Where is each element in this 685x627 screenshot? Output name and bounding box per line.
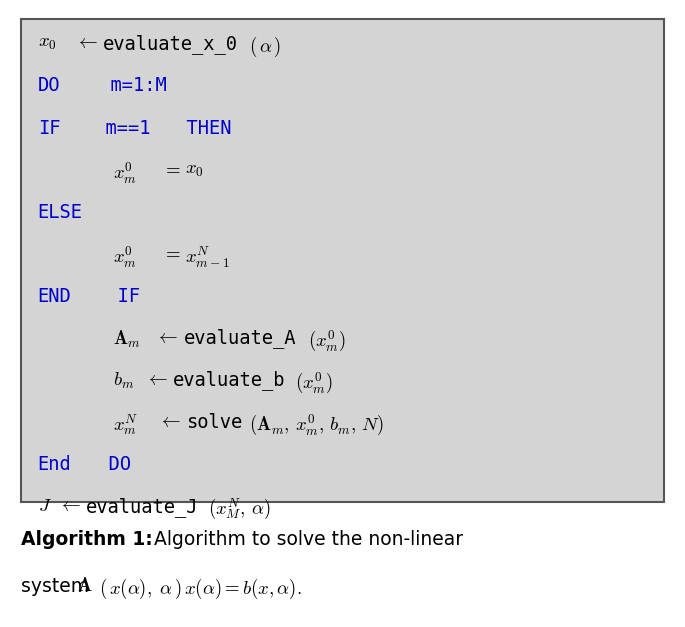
Text: $(x_m^0)$: $(x_m^0)$ bbox=[295, 371, 333, 396]
Text: IF: IF bbox=[95, 287, 140, 305]
Text: $(\,\alpha\,)$: $(\,\alpha\,)$ bbox=[249, 34, 281, 59]
Text: $(\mathbf{A}_m,\,x_m^0,\,b_m,\,N)$: $(\mathbf{A}_m,\,x_m^0,\,b_m,\,N)$ bbox=[249, 413, 384, 438]
Text: $\leftarrow$: $\leftarrow$ bbox=[58, 497, 82, 515]
FancyBboxPatch shape bbox=[21, 19, 664, 502]
Text: Algorithm 1:: Algorithm 1: bbox=[21, 530, 152, 549]
Text: $(x_m^0)$: $(x_m^0)$ bbox=[308, 329, 347, 354]
Text: evaluate_b: evaluate_b bbox=[173, 371, 285, 391]
Text: THEN: THEN bbox=[164, 119, 232, 137]
Text: $\mathbf{A}_m$: $\mathbf{A}_m$ bbox=[113, 329, 141, 350]
Text: Algorithm to solve the non-linear: Algorithm to solve the non-linear bbox=[154, 530, 463, 549]
Text: solve: solve bbox=[186, 413, 242, 431]
Text: $b_m$: $b_m$ bbox=[113, 371, 134, 391]
Text: m==1: m==1 bbox=[83, 119, 151, 137]
Text: DO: DO bbox=[38, 76, 60, 95]
Text: ELSE: ELSE bbox=[38, 203, 83, 221]
Text: $x_m^N$: $x_m^N$ bbox=[113, 413, 138, 438]
Text: $=$: $=$ bbox=[162, 245, 181, 263]
Text: IF: IF bbox=[38, 119, 60, 137]
Text: END: END bbox=[38, 287, 71, 305]
Text: evaluate_J: evaluate_J bbox=[86, 497, 198, 517]
Text: $\mathbf{A}$: $\mathbf{A}$ bbox=[77, 577, 93, 595]
Text: End: End bbox=[38, 455, 71, 473]
Text: system: system bbox=[21, 577, 95, 596]
Text: $(x_M^N,\,\alpha)$: $(x_M^N,\,\alpha)$ bbox=[208, 497, 270, 521]
Text: $(\,x(\alpha),\;\alpha\,)\,x(\alpha) = b(x,\alpha).$: $(\,x(\alpha),\;\alpha\,)\,x(\alpha) = b… bbox=[99, 577, 302, 601]
Text: evaluate_A: evaluate_A bbox=[184, 329, 296, 349]
Text: $=$: $=$ bbox=[162, 161, 181, 179]
Text: evaluate_x_0: evaluate_x_0 bbox=[103, 34, 238, 55]
Text: $x_m^0$: $x_m^0$ bbox=[113, 245, 137, 270]
Text: $x_0$: $x_0$ bbox=[185, 161, 203, 179]
Text: $x_{m-1}^N$: $x_{m-1}^N$ bbox=[185, 245, 229, 270]
Text: $\leftarrow$: $\leftarrow$ bbox=[75, 34, 99, 53]
Text: m=1:M: m=1:M bbox=[88, 76, 166, 95]
Text: $\leftarrow$: $\leftarrow$ bbox=[155, 329, 179, 347]
Text: $J$: $J$ bbox=[38, 497, 51, 515]
Text: $\leftarrow$: $\leftarrow$ bbox=[158, 413, 182, 431]
Text: $x_0$: $x_0$ bbox=[38, 34, 56, 53]
Text: $\leftarrow$: $\leftarrow$ bbox=[145, 371, 168, 389]
Text: $x_m^0$: $x_m^0$ bbox=[113, 161, 137, 186]
Text: DO: DO bbox=[86, 455, 132, 473]
